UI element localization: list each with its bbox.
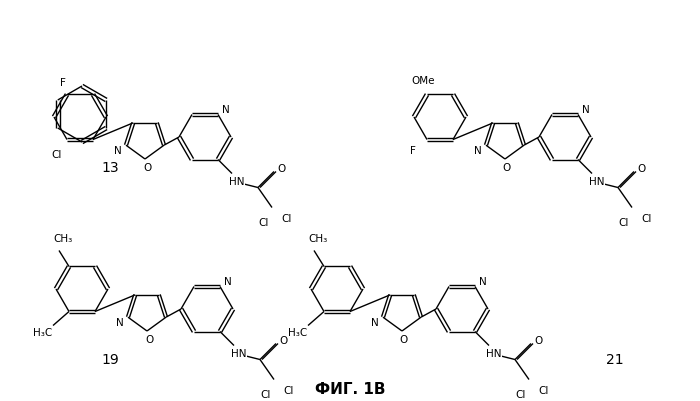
Text: H₃C: H₃C bbox=[34, 327, 52, 337]
Text: N: N bbox=[116, 317, 124, 327]
Text: O: O bbox=[400, 334, 408, 344]
Text: O: O bbox=[278, 163, 286, 173]
Text: OMe: OMe bbox=[411, 76, 435, 86]
Text: 13: 13 bbox=[102, 160, 119, 174]
Text: N: N bbox=[224, 277, 232, 287]
Text: CH₃: CH₃ bbox=[53, 234, 73, 244]
Text: O: O bbox=[145, 334, 153, 344]
Text: O: O bbox=[503, 162, 511, 172]
Text: Cl: Cl bbox=[261, 389, 271, 399]
Text: N: N bbox=[479, 277, 487, 287]
Text: HN: HN bbox=[486, 348, 502, 358]
Text: F: F bbox=[410, 145, 416, 155]
Text: N: N bbox=[114, 146, 122, 156]
Text: O: O bbox=[280, 335, 288, 344]
Text: O: O bbox=[638, 163, 646, 173]
Text: N: N bbox=[474, 146, 482, 156]
Text: Cl: Cl bbox=[619, 217, 629, 227]
Text: Cl: Cl bbox=[281, 213, 292, 223]
Text: 19: 19 bbox=[101, 352, 119, 366]
Text: O: O bbox=[143, 162, 151, 172]
Text: 21: 21 bbox=[606, 352, 624, 366]
Text: ФИГ. 1B: ФИГ. 1B bbox=[315, 381, 385, 397]
Text: O: O bbox=[535, 335, 543, 344]
Text: Cl: Cl bbox=[52, 149, 62, 159]
Text: HN: HN bbox=[230, 176, 245, 186]
Text: N: N bbox=[582, 105, 590, 115]
Text: HN: HN bbox=[589, 176, 605, 186]
Text: HN: HN bbox=[231, 348, 246, 358]
Text: F: F bbox=[60, 78, 66, 88]
Text: Cl: Cl bbox=[538, 385, 549, 395]
Text: Cl: Cl bbox=[516, 389, 526, 399]
Text: Cl: Cl bbox=[642, 213, 652, 223]
Text: CH₃: CH₃ bbox=[309, 234, 328, 244]
Text: N: N bbox=[222, 105, 230, 115]
Text: H₃C: H₃C bbox=[288, 327, 307, 337]
Text: Cl: Cl bbox=[259, 217, 270, 227]
Text: Cl: Cl bbox=[284, 385, 294, 395]
Text: N: N bbox=[371, 317, 379, 327]
